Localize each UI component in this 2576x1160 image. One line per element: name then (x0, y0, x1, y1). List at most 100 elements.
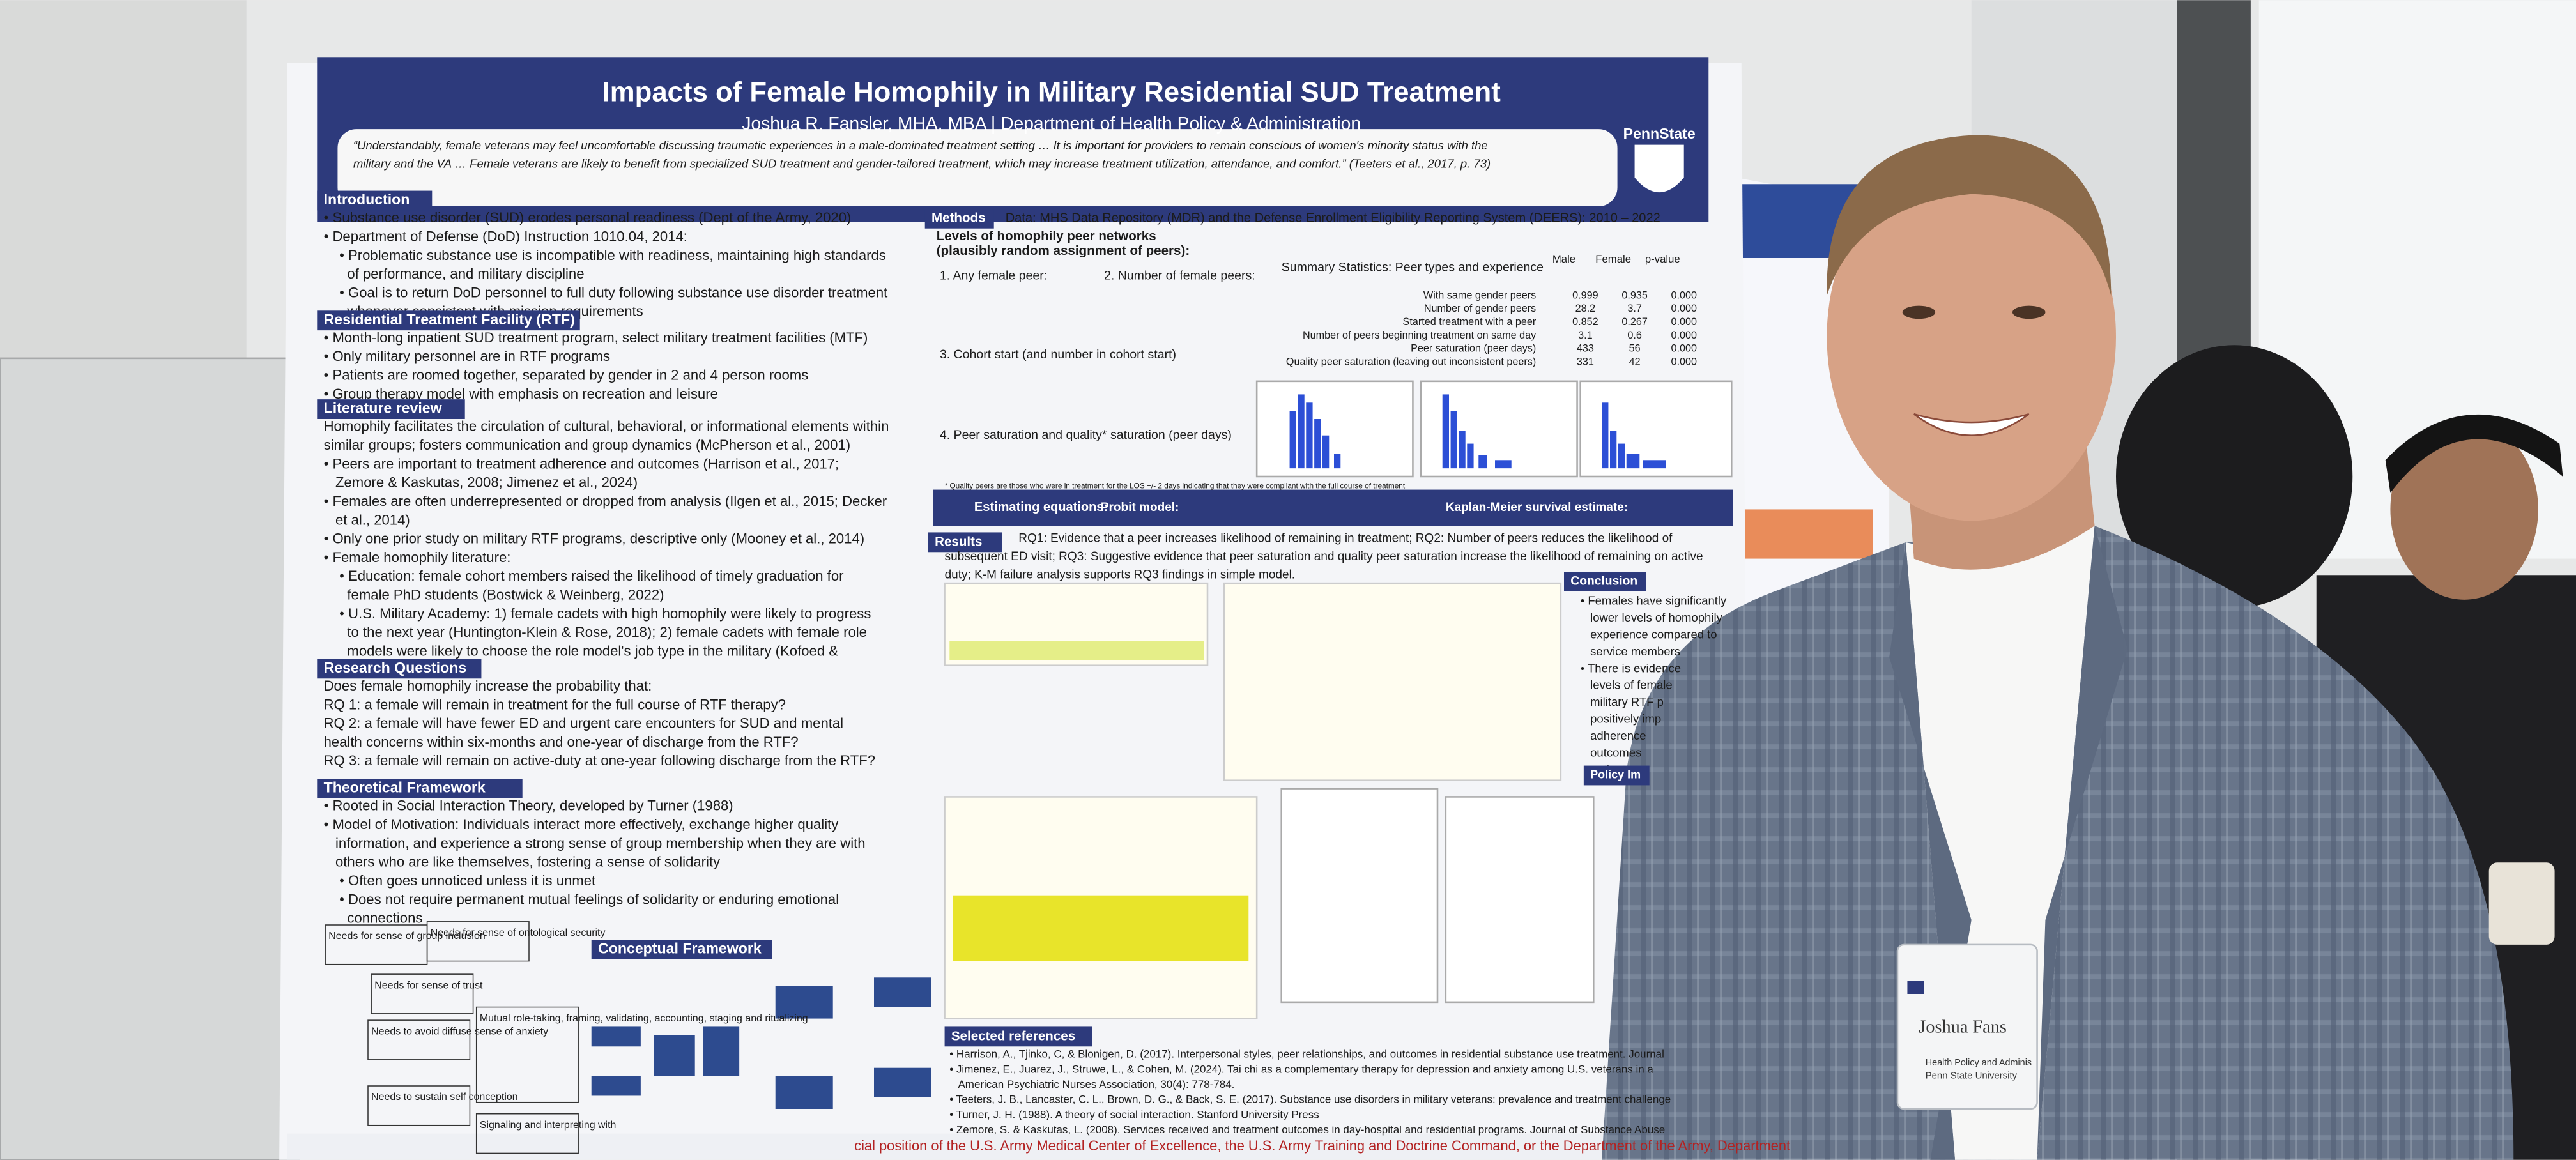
section-tab (317, 310, 580, 331)
reference-line: American Psychiatric Nurses Association,… (949, 1078, 1234, 1090)
equations-km: Kaplan-Meier survival estimate: (1446, 501, 1628, 514)
table (1445, 796, 1595, 1004)
conclusion-line: • Females have significantly (1581, 593, 1727, 607)
histogram-bars (1289, 394, 1666, 469)
bullet-line: female PhD students (Bostwick & Weinberg… (324, 587, 664, 603)
eye (2012, 305, 2046, 319)
person-hair (2385, 414, 2563, 493)
bullet-line: • Only one prior study on military RTF p… (324, 531, 865, 547)
framework-box (475, 1113, 579, 1154)
reference-line: • Harrison, A., Tjinko, C, & Blonigen, D… (949, 1048, 1664, 1060)
summary-cell: Number of peers beginning treatment on s… (1303, 330, 1537, 341)
conclusion-line: • There is evidence (1581, 661, 1681, 675)
reference-line: • Turner, J. H. (1988). A theory of soci… (949, 1108, 1319, 1120)
framework-box (367, 1085, 471, 1126)
bullet-line: RQ 3: a female will remain on active-dut… (324, 752, 875, 768)
summary-cell: 0.000 (1671, 316, 1697, 328)
bullet-line: • Does not require permanent mutual feel… (324, 891, 839, 907)
conclusion-line: service members (1581, 645, 1680, 658)
bullet-line: • Substance use disorder (SUD) erodes pe… (324, 210, 852, 225)
methods-line: 1. Any female peer: (940, 268, 1047, 282)
summary-cell: 0.6 (1627, 330, 1642, 341)
summary-cell: 42 (1629, 356, 1641, 368)
section-heading: Residential Treatment Facility (RTF) (324, 311, 575, 328)
summary-cell: 0.000 (1671, 343, 1697, 355)
logo-text: PennState (1623, 125, 1696, 142)
bullet-line: Homophily facilitates the circulation of… (324, 418, 889, 434)
person-hair (2116, 345, 2353, 608)
framework-box-label: Signaling and interpreting with (480, 1120, 617, 1131)
reference-line: • Teeters, J. B., Lancaster, C. L., Brow… (949, 1094, 1671, 1106)
bullet-line: • Females are often underrepresented or … (324, 493, 887, 509)
summary-cell: 56 (1629, 343, 1641, 355)
section-tab (317, 779, 523, 798)
methods-footnote: * Quality peers are those who were in tr… (945, 482, 1406, 491)
bullet-line: • U.S. Military Academy: 1) female cadet… (324, 606, 871, 622)
framework-box-label: Mutual role-taking, framing, validating,… (480, 1013, 808, 1024)
person-face (2390, 419, 2538, 600)
bullet-line: • Model of Motivation: Individuals inter… (324, 816, 839, 832)
summary-cell: 3.1 (1578, 330, 1593, 341)
bullet-line: others who are like themselves, fosterin… (324, 854, 721, 870)
section-tab (944, 1026, 1092, 1047)
bullet-line: health concerns within six-months and on… (324, 734, 799, 750)
summary-cell: 3.7 (1627, 303, 1642, 314)
conclusion-line: outcomes (1581, 746, 1642, 759)
conclusion-line: military RTF p (1581, 695, 1664, 708)
framework-box-label: Needs for sense of group inclusion (328, 931, 485, 942)
section-tab (591, 940, 772, 959)
results-line: duty; K-M failure analysis supports RQ3 … (945, 568, 1296, 581)
summary-cell: Started treatment with a peer (1403, 316, 1537, 328)
section-heading: Conclusion (1570, 575, 1637, 588)
bullet-line: similar groups; fosters communication an… (324, 437, 851, 453)
summary-cell: 331 (1577, 356, 1594, 368)
methods-line: Levels of homophily peer networks (937, 229, 1156, 243)
section-tab (924, 208, 994, 229)
poster-title: Impacts of Female Homophily in Military … (602, 76, 1501, 107)
whiteboard (0, 357, 300, 1160)
bullet-line: • Rooted in Social Interaction Theory, d… (324, 798, 733, 814)
conclusion-line: positively imp (1581, 712, 1661, 726)
summary-cell: 0.000 (1671, 303, 1697, 314)
bullet-line: RQ 1: a female will remain in treatment … (324, 696, 786, 712)
name-tag-logo (1907, 981, 1924, 994)
framework-box (371, 973, 474, 1014)
summary-cell: 0.000 (1671, 289, 1697, 301)
section-tab (317, 399, 465, 419)
logo-shield (1634, 144, 1684, 193)
summary-column: Male (1552, 253, 1575, 265)
summary-title: Summary Statistics: Peer types and exper… (1282, 261, 1544, 275)
summary-cell: 0.267 (1621, 316, 1648, 328)
bullet-line: • Group therapy model with emphasis on r… (324, 386, 718, 402)
equations-probit: Probit model: (1101, 501, 1179, 514)
conclusion-line: adherence (1581, 729, 1646, 742)
conclusion-line: lower levels of homophily (1581, 611, 1723, 624)
highlight (953, 895, 1249, 961)
section-tab (1564, 572, 1646, 591)
lapel (2037, 526, 2128, 1160)
bullet-line: • Department of Defense (DoD) Instructio… (324, 228, 687, 244)
name-tag-university: Penn State University (1926, 1071, 2018, 1081)
summary-cell: 0.935 (1621, 289, 1648, 301)
bullet-line: • Problematic substance use is incompati… (324, 247, 886, 263)
summary-cell: 0.000 (1671, 330, 1697, 341)
methods-line: 2. Number of female peers: (1104, 268, 1255, 282)
bullet-line: Zemore & Kaskutas, 2008; Jimenez et al.,… (324, 475, 638, 491)
summary-cell: Number of gender peers (1424, 303, 1536, 314)
summary-cell: 0.852 (1572, 316, 1598, 328)
summary-cell: 433 (1577, 343, 1594, 355)
section-tab (1583, 765, 1650, 786)
section-heading: Literature review (324, 400, 443, 416)
hair (1827, 135, 2112, 296)
bullet-line: connections (324, 910, 423, 926)
bullet-line: • Often goes unnoticed unless it is unme… (324, 873, 596, 889)
quote-box (335, 127, 1620, 208)
methods-data: Data: MHS Data Repository (MDR) and the … (1006, 211, 1660, 225)
bullet-line: et al., 2014) (324, 512, 410, 528)
section-heading: Policy Im (1590, 768, 1641, 781)
phone (2488, 862, 2555, 945)
figure (1280, 788, 1439, 1004)
bullet-line: Does female homophily increase the proba… (324, 678, 652, 694)
section-heading: Conceptual Framework (598, 940, 762, 957)
